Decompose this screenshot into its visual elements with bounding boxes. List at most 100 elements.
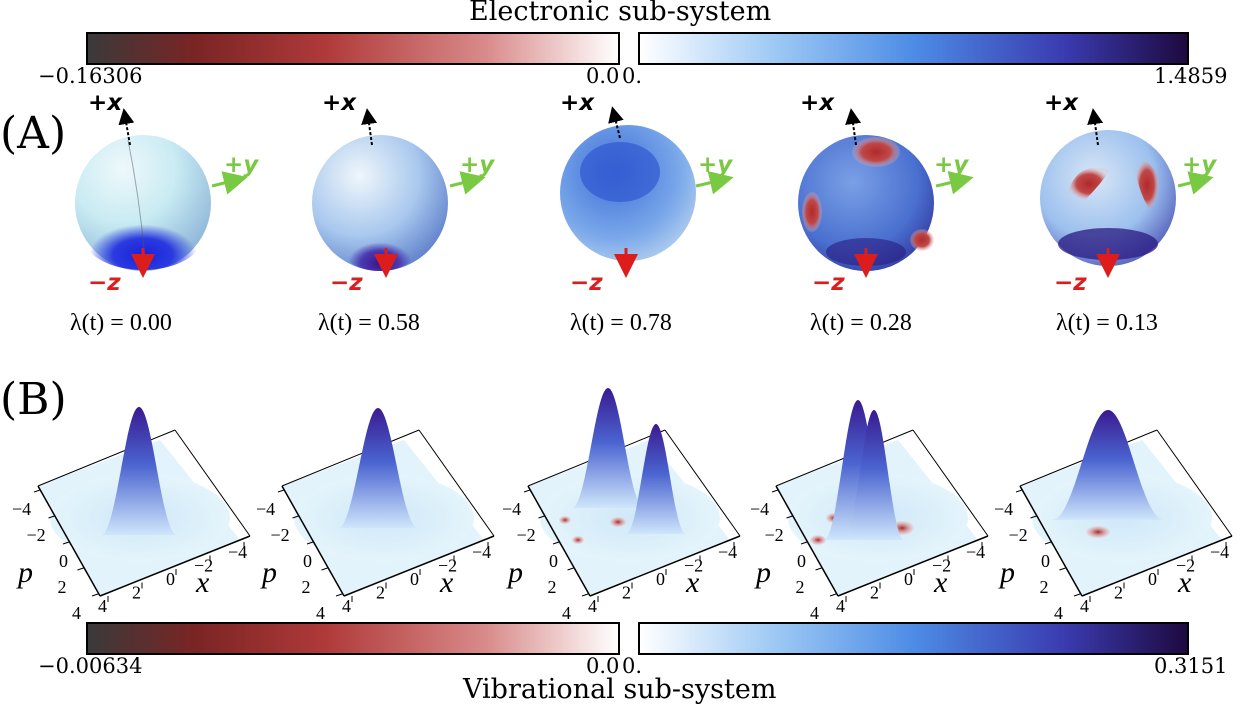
x-tick-3-0: 4 <box>836 596 845 616</box>
lambda-label-2: λ(t) = 0.78 <box>570 310 672 336</box>
x-axis-label-4: x <box>1177 566 1192 599</box>
p-tick-3-2: 0 <box>797 551 806 571</box>
x-tick-0-3: −2 <box>194 556 213 576</box>
p-tick-2-1: −2 <box>517 525 536 545</box>
p-axis-label-1: p <box>260 556 277 589</box>
p-axis-label-0: p <box>16 556 33 589</box>
axis-label-x-3: +x <box>800 90 835 116</box>
x-tick-0-0: 4 <box>98 596 107 616</box>
p-tick-1-0: −4 <box>256 499 275 519</box>
lambda-label-0: λ(t) = 0.00 <box>70 310 172 336</box>
p-tick-0-1: −2 <box>27 525 46 545</box>
panel-label-a: (A) <box>0 108 67 159</box>
lambda-label-1: λ(t) = 0.58 <box>318 310 420 336</box>
axis-label-z-0: −z <box>88 270 121 296</box>
axis-label-y-4: +y <box>1182 152 1217 178</box>
x-tick-2-3: −2 <box>684 556 703 576</box>
p-tick-0-0: −4 <box>12 499 31 519</box>
x-axis-label-3: x <box>933 566 948 599</box>
x-tick-0-1: 2 <box>132 583 141 603</box>
panel-label-b: (B) <box>0 374 67 425</box>
x-tick-1-3: −2 <box>438 556 457 576</box>
p-tick-2-4: 4 <box>562 603 571 620</box>
x-tick-3-3: −2 <box>932 556 951 576</box>
x-tick-3-2: 0 <box>904 569 913 589</box>
electronic-colorbar-title: Electronic sub-system <box>469 0 772 27</box>
axis-label-x-1: +x <box>322 90 357 116</box>
x-tick-4-0: 4 <box>1080 596 1089 616</box>
x-tick-4-1: 2 <box>1114 583 1123 603</box>
x-tick-3-1: 2 <box>870 583 879 603</box>
sphere-1 <box>312 135 448 271</box>
electronic-zero-left-label: 0.0 <box>586 64 620 88</box>
sphere-4 <box>1040 130 1176 266</box>
x-axis-label-1: x <box>439 566 454 599</box>
axis-label-z-2: −z <box>570 270 603 296</box>
p-tick-2-3: 2 <box>548 577 557 597</box>
sphere-0 <box>75 135 211 271</box>
x-axis-label-2: x <box>685 566 700 599</box>
p-tick-1-1: −2 <box>271 525 290 545</box>
x-tick-1-1: 2 <box>376 583 385 603</box>
axis-label-y-3: +y <box>934 152 969 178</box>
lambda-label-3: λ(t) = 0.28 <box>810 310 912 336</box>
x-tick-0-4: −4 <box>228 542 247 562</box>
electronic-colorbar-positive <box>638 32 1189 65</box>
p-tick-4-0: −4 <box>994 499 1013 519</box>
electronic-max-label: 1.4859 <box>1154 64 1228 88</box>
x-tick-4-4: −4 <box>1210 542 1229 562</box>
electronic-colorbar-negative <box>86 32 620 65</box>
p-axis-label-4: p <box>998 556 1015 589</box>
axis-label-z-1: −z <box>330 270 363 296</box>
axis-label-z-4: −z <box>1054 270 1087 296</box>
x-tick-1-2: 0 <box>410 569 419 589</box>
vibrational-min-label: −0.00634 <box>38 654 143 678</box>
vibrational-colorbar-positive <box>638 622 1189 655</box>
vibrational-zero-left-label: 0.0 <box>586 654 620 678</box>
axis-label-y-0: +y <box>224 152 259 178</box>
lambda-label-4: λ(t) = 0.13 <box>1056 310 1158 336</box>
p-tick-1-2: 0 <box>303 551 312 571</box>
sphere-3 <box>798 135 934 271</box>
x-tick-2-4: −4 <box>718 542 737 562</box>
p-tick-1-3: 2 <box>302 577 311 597</box>
axis-label-z-3: −z <box>812 270 845 296</box>
x-tick-2-0: 4 <box>588 596 597 616</box>
x-tick-4-3: −2 <box>1176 556 1195 576</box>
electronic-zero-right-label: 0. <box>622 64 643 88</box>
p-axis-label-2: p <box>506 556 523 589</box>
p-tick-3-4: 4 <box>810 603 819 620</box>
p-tick-3-3: 2 <box>796 577 805 597</box>
p-tick-0-2: 0 <box>59 551 68 571</box>
axis-label-x-4: +x <box>1044 90 1079 116</box>
x-tick-3-4: −4 <box>966 542 985 562</box>
axis-label-y-1: +y <box>460 152 495 178</box>
p-tick-1-4: 4 <box>316 603 325 620</box>
p-tick-4-4: 4 <box>1054 603 1063 620</box>
x-tick-4-2: 0 <box>1148 569 1157 589</box>
electronic-min-label: −0.16306 <box>38 64 143 88</box>
p-tick-2-0: −4 <box>502 499 521 519</box>
axis-label-y-2: +y <box>698 152 733 178</box>
x-tick-2-1: 2 <box>622 583 631 603</box>
vibrational-colorbar-negative <box>86 622 620 655</box>
bloch-spheres <box>75 106 1214 278</box>
p-tick-3-0: −4 <box>750 499 769 519</box>
p-tick-3-1: −2 <box>765 525 784 545</box>
p-tick-0-4: 4 <box>72 603 81 620</box>
vibrational-colorbar-title: Vibrational sub-system <box>463 674 777 705</box>
p-tick-2-2: 0 <box>549 551 558 571</box>
sphere-2 <box>560 125 696 261</box>
x-tick-0-2: 0 <box>166 569 175 589</box>
x-tick-2-2: 0 <box>656 569 665 589</box>
p-tick-4-2: 0 <box>1041 551 1050 571</box>
vibrational-max-label: 0.3151 <box>1154 654 1228 678</box>
axis-label-x-0: +x <box>88 90 123 116</box>
p-tick-4-1: −2 <box>1009 525 1028 545</box>
x-axis-label-0: x <box>195 566 210 599</box>
